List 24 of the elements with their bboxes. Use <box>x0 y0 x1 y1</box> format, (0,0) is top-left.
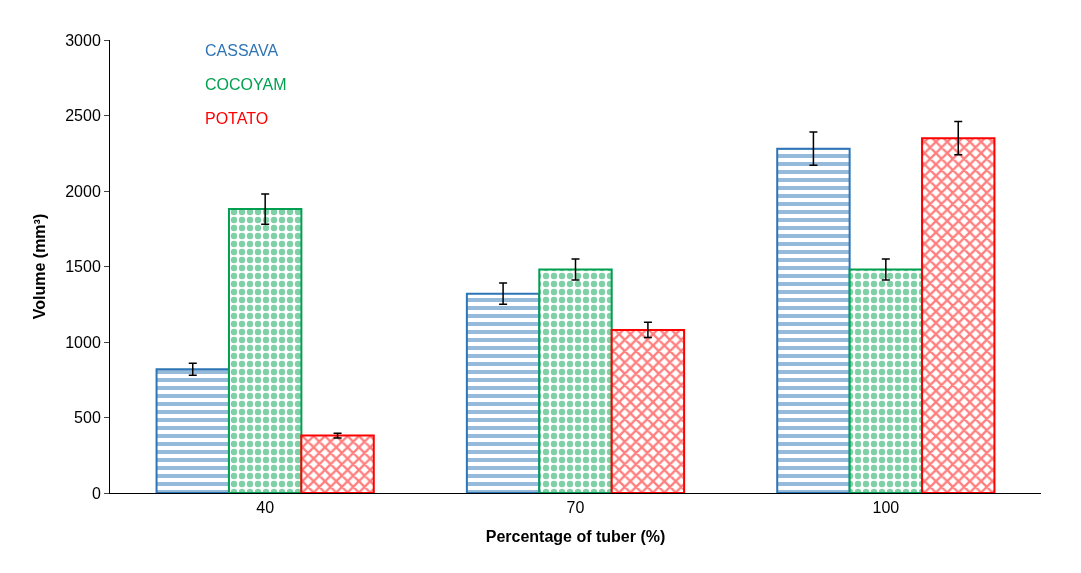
text: CASSAVA <box>205 42 279 59</box>
bar <box>465 292 541 493</box>
x-tick-label: 70 <box>566 499 585 517</box>
y-tick-label: 0 <box>91 484 101 502</box>
x-tick-label: 100 <box>872 499 900 517</box>
text: POTATO <box>205 110 269 127</box>
x-axis-title: Percentage of tuber (%) <box>485 527 666 545</box>
bar <box>155 368 230 493</box>
bar <box>227 208 303 493</box>
y-tick-label: 1500 <box>65 258 101 276</box>
y-axis-title: Volume (mm³) <box>31 213 49 320</box>
y-tick-label: 500 <box>74 409 101 427</box>
bar <box>921 137 996 493</box>
bar <box>776 147 851 493</box>
bar <box>610 328 686 493</box>
bar <box>848 268 924 493</box>
bar <box>538 268 613 493</box>
text: COCOYAM <box>205 76 287 93</box>
y-tick-label: 2000 <box>65 182 101 200</box>
x-tick-label: 40 <box>256 499 275 517</box>
y-tick-label: 1000 <box>65 333 101 351</box>
y-tick-label: 3000 <box>65 31 101 49</box>
bar <box>300 434 375 493</box>
y-tick-label: 2500 <box>65 107 101 125</box>
